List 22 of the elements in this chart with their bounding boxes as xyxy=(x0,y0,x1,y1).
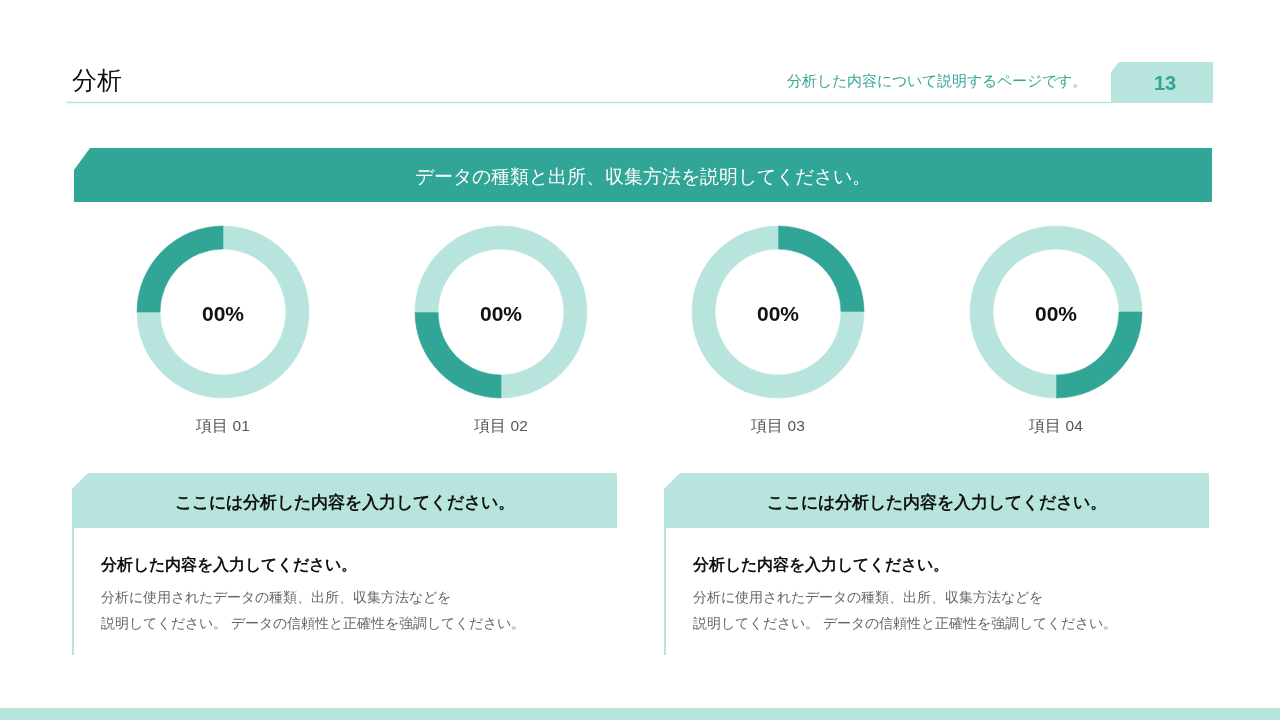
text: データの種類と出所、収集方法を説明してください。 xyxy=(415,165,871,187)
text: 項目 04 xyxy=(1028,416,1084,434)
text: 00% xyxy=(756,301,800,325)
donut-slice xyxy=(691,225,865,399)
text: 分析に使用されたデータの種類、出所、収集方法などを xyxy=(693,589,1043,605)
text: 00% xyxy=(479,301,523,325)
text: 00% xyxy=(1034,301,1078,325)
text: 説明してください。 データの信頼性と正確性を強調してください。 xyxy=(101,615,525,631)
text: 分析した内容について説明するページです。 xyxy=(787,73,1087,89)
text: 分析した内容を入力してください。 xyxy=(100,554,357,574)
text: 説明してください。 データの信頼性と正確性を強調してください。 xyxy=(693,615,1117,631)
text: 00% xyxy=(201,301,245,325)
text: 項目 03 xyxy=(750,416,805,434)
text: ここには分析した内容を入力してください。 xyxy=(174,492,515,512)
text: 分析 xyxy=(72,66,122,94)
text: 項目 01 xyxy=(195,416,250,434)
donut-slice xyxy=(136,225,310,399)
text: 分析した内容を入力してください。 xyxy=(692,554,949,574)
text: 項目 02 xyxy=(473,416,528,434)
text: ここには分析した内容を入力してください。 xyxy=(766,492,1107,512)
text: 13 xyxy=(1153,72,1177,94)
text: 分析に使用されたデータの種類、出所、収集方法などを xyxy=(101,589,451,605)
